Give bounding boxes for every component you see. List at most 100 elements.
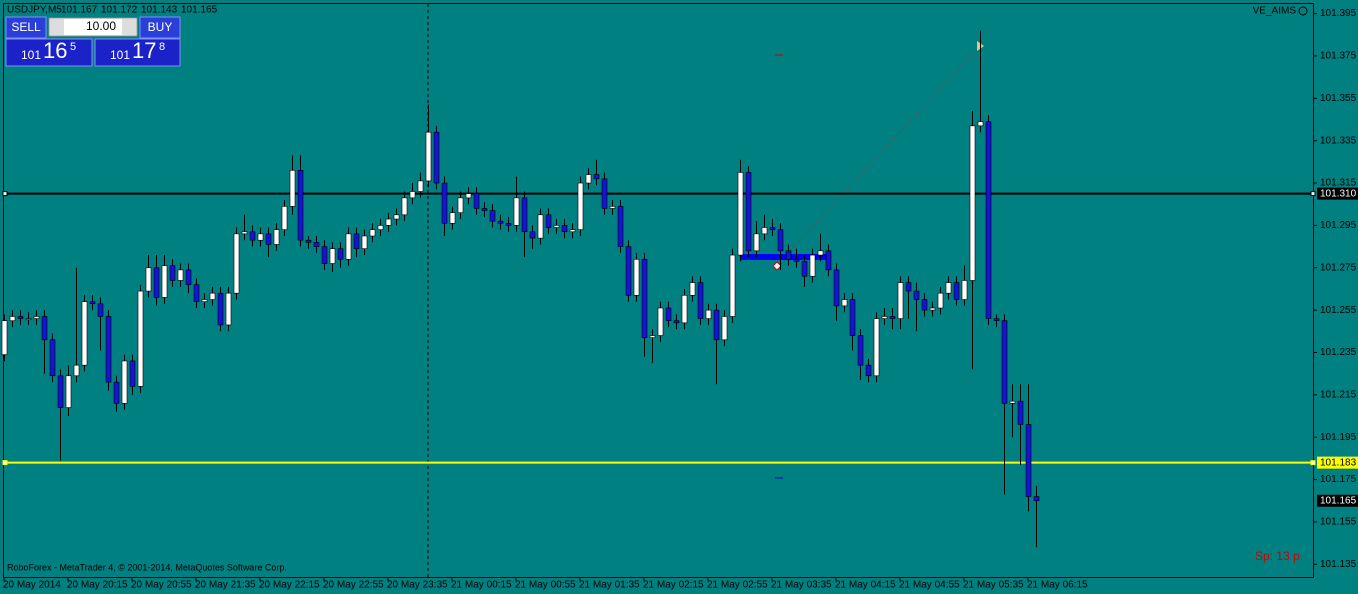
candle-body <box>601 178 608 209</box>
x-tick-label: 21 May 02:55 <box>707 580 768 591</box>
candle-body <box>513 197 520 226</box>
x-tick-label: 21 May 00:55 <box>515 580 576 591</box>
candle-body <box>777 229 784 252</box>
x-tick-label: 20 May 22:55 <box>323 580 384 591</box>
candle-body <box>281 206 288 230</box>
footer: RoboForex - MetaTrader 4, © 2001-2014, M… <box>7 562 287 572</box>
candle-body <box>553 225 560 228</box>
ohlc-high: 101.172 <box>101 5 138 16</box>
candle-body <box>833 269 840 307</box>
candle-body <box>345 233 352 260</box>
candle-body <box>33 316 40 319</box>
ohlc-close: 101.165 <box>181 5 218 16</box>
spread: Sp: 13 p. <box>1255 549 1303 563</box>
current-price-label: 101.165 <box>1320 495 1357 506</box>
candle-body <box>209 292 216 300</box>
plot-border <box>3 3 1314 578</box>
candle-body <box>577 182 584 230</box>
candle-body <box>609 206 616 209</box>
candle-body <box>193 284 200 302</box>
sell-button[interactable] <box>5 16 47 39</box>
candle-body <box>1 320 8 355</box>
candle-body <box>921 299 928 311</box>
candle-body <box>769 227 776 230</box>
x-tick-label: 20 May 20:55 <box>131 580 192 591</box>
candle-body <box>25 318 32 320</box>
x-tick-label: 21 May 03:35 <box>771 580 832 591</box>
candle-body <box>913 290 920 300</box>
candle-body <box>473 193 480 209</box>
candle-body <box>881 316 888 319</box>
candle-body <box>153 267 160 298</box>
candle-body <box>897 282 904 319</box>
lots-down[interactable] <box>50 19 64 35</box>
bid-box[interactable] <box>5 38 93 67</box>
candle-body <box>817 250 824 256</box>
candle-body <box>185 269 192 286</box>
candle-body <box>529 231 536 239</box>
ask-big: 101 <box>110 48 130 62</box>
ohlc-low: 101.143 <box>141 5 178 16</box>
price-tag <box>1317 456 1358 469</box>
candle-body <box>105 316 112 383</box>
candle-body <box>849 299 856 336</box>
candle-body <box>57 375 64 408</box>
candle-body <box>409 191 416 199</box>
candle-body <box>97 303 104 317</box>
y-tick-label: 101.375 <box>1320 51 1357 62</box>
candle-body <box>385 218 392 226</box>
candle-body <box>161 265 168 298</box>
trend-line <box>776 45 981 266</box>
x-tick-label: 21 May 02:15 <box>643 580 704 591</box>
candle-body <box>257 233 264 241</box>
buy-button[interactable] <box>139 16 181 39</box>
candle-body <box>353 233 360 249</box>
y-tick-label: 101.315 <box>1320 178 1357 189</box>
candle-body <box>201 299 208 302</box>
candle-body <box>1009 400 1016 404</box>
candle-body <box>313 242 320 247</box>
candle-body <box>841 299 848 307</box>
candle-body <box>81 301 88 366</box>
lots-value: 10.00 <box>86 19 116 33</box>
x-tick-label: 21 May 04:55 <box>899 580 960 591</box>
trade-panel: SELL 10.00 BUY 101 16 5 101 17 8 <box>5 16 181 67</box>
candle-body <box>337 248 344 260</box>
candle-body <box>417 180 424 192</box>
candle-body <box>905 282 912 292</box>
y-tick-label: 101.255 <box>1320 305 1357 316</box>
bid-mid: 16 <box>43 38 67 63</box>
price-tag-label: 101.183 <box>1320 457 1357 468</box>
candle-body <box>265 233 272 245</box>
x-tick-label: 21 May 00:15 <box>451 580 512 591</box>
ask-box[interactable] <box>94 38 181 67</box>
candle-body <box>937 292 944 309</box>
bid-small: 5 <box>70 41 76 53</box>
candle-body <box>49 339 56 377</box>
ask-small: 8 <box>159 41 165 53</box>
y-tick-label: 101.395 <box>1320 8 1357 19</box>
candle-body <box>593 174 600 180</box>
candle-body <box>489 210 496 222</box>
candle-body <box>425 131 432 182</box>
buy-label: BUY <box>148 20 173 34</box>
ask-mid: 17 <box>132 38 156 63</box>
x-tick-label: 21 May 06:15 <box>1027 580 1088 591</box>
candle-body <box>625 246 632 296</box>
candle-body <box>321 246 328 264</box>
smiley-icon <box>1298 6 1308 16</box>
y-tick-label: 101.235 <box>1320 347 1357 358</box>
candle-body <box>1025 424 1032 497</box>
candle-body <box>1017 400 1024 425</box>
lots-input[interactable] <box>48 17 138 37</box>
candle-body <box>569 229 576 233</box>
object-bar <box>740 254 828 260</box>
y-tick-label: 101.335 <box>1320 135 1357 146</box>
lots-up[interactable] <box>122 19 136 35</box>
x-tick-label: 21 May 01:35 <box>579 580 640 591</box>
candle-body <box>681 294 688 324</box>
candle-body <box>9 316 16 322</box>
candle-body <box>953 282 960 300</box>
